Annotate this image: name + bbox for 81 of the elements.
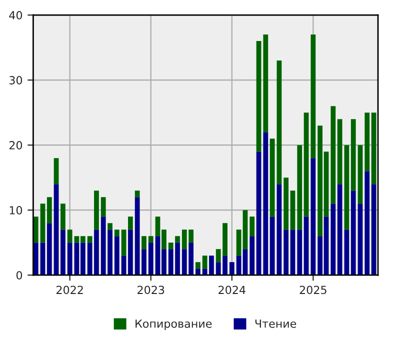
bar <box>250 236 255 276</box>
bar <box>94 190 99 230</box>
bar <box>284 230 289 276</box>
x-tick-label: 2024 <box>218 286 246 294</box>
bar <box>128 216 133 230</box>
bar <box>114 230 120 236</box>
bar <box>350 190 356 276</box>
x-tick-label: 2023 <box>138 286 164 294</box>
bar <box>236 256 242 276</box>
bar <box>142 236 146 250</box>
x-tick-label: 2022 <box>56 286 83 294</box>
bar <box>54 184 59 276</box>
bar <box>33 242 38 276</box>
bar <box>46 223 52 276</box>
y-tick-label: 10 <box>10 206 22 214</box>
bar <box>242 249 248 276</box>
bar <box>304 112 309 217</box>
bar <box>54 158 59 184</box>
bar <box>40 242 46 276</box>
y-tick-label: 40 <box>9 11 22 20</box>
bar <box>276 184 282 276</box>
bar <box>270 216 275 276</box>
bar <box>46 197 52 224</box>
bar <box>256 152 262 276</box>
x-tick-label: 2025 <box>300 286 326 294</box>
bar <box>196 262 200 269</box>
y-tick-label: 30 <box>9 76 22 84</box>
bar <box>284 178 289 230</box>
bar <box>60 204 66 230</box>
bar <box>242 210 248 250</box>
legend-label: Чтение <box>255 320 296 328</box>
bar <box>134 190 140 198</box>
y-tick-label: 0 <box>16 271 22 280</box>
bar <box>121 256 126 276</box>
bar <box>114 236 120 276</box>
y-tick-label: 20 <box>9 141 22 150</box>
legend-label: Копирование <box>136 320 212 330</box>
bar <box>87 236 92 243</box>
bar <box>202 256 208 269</box>
bar <box>310 158 316 276</box>
bar <box>344 230 350 276</box>
bar <box>250 216 255 236</box>
bar <box>148 242 154 276</box>
bar <box>256 41 262 152</box>
bar <box>297 145 302 230</box>
bar <box>108 223 112 230</box>
bar <box>350 119 356 191</box>
bar <box>310 34 316 158</box>
bar <box>270 138 275 217</box>
bar <box>364 112 370 172</box>
bar <box>358 145 363 204</box>
bar <box>33 216 38 243</box>
bar <box>330 204 336 276</box>
bar <box>60 230 66 276</box>
bar <box>337 184 342 276</box>
bar <box>276 60 282 184</box>
bar <box>148 236 154 243</box>
bar <box>371 112 376 184</box>
bar <box>196 268 200 276</box>
bar <box>175 236 180 243</box>
bar <box>168 242 174 250</box>
bar <box>371 184 376 276</box>
bar <box>263 34 268 132</box>
bar <box>67 230 72 243</box>
bar <box>337 119 342 184</box>
bar <box>67 242 72 276</box>
bar <box>236 230 242 256</box>
bar <box>290 190 296 230</box>
bar <box>344 145 350 230</box>
bar <box>121 230 126 256</box>
bar <box>40 204 46 243</box>
bar <box>330 106 336 204</box>
bar <box>358 204 363 276</box>
bar <box>304 216 309 276</box>
bar <box>263 132 268 276</box>
bar <box>290 230 296 276</box>
bar <box>297 230 302 276</box>
bar <box>364 171 370 276</box>
bar <box>100 197 106 217</box>
bar <box>128 230 133 276</box>
bar <box>229 262 234 276</box>
